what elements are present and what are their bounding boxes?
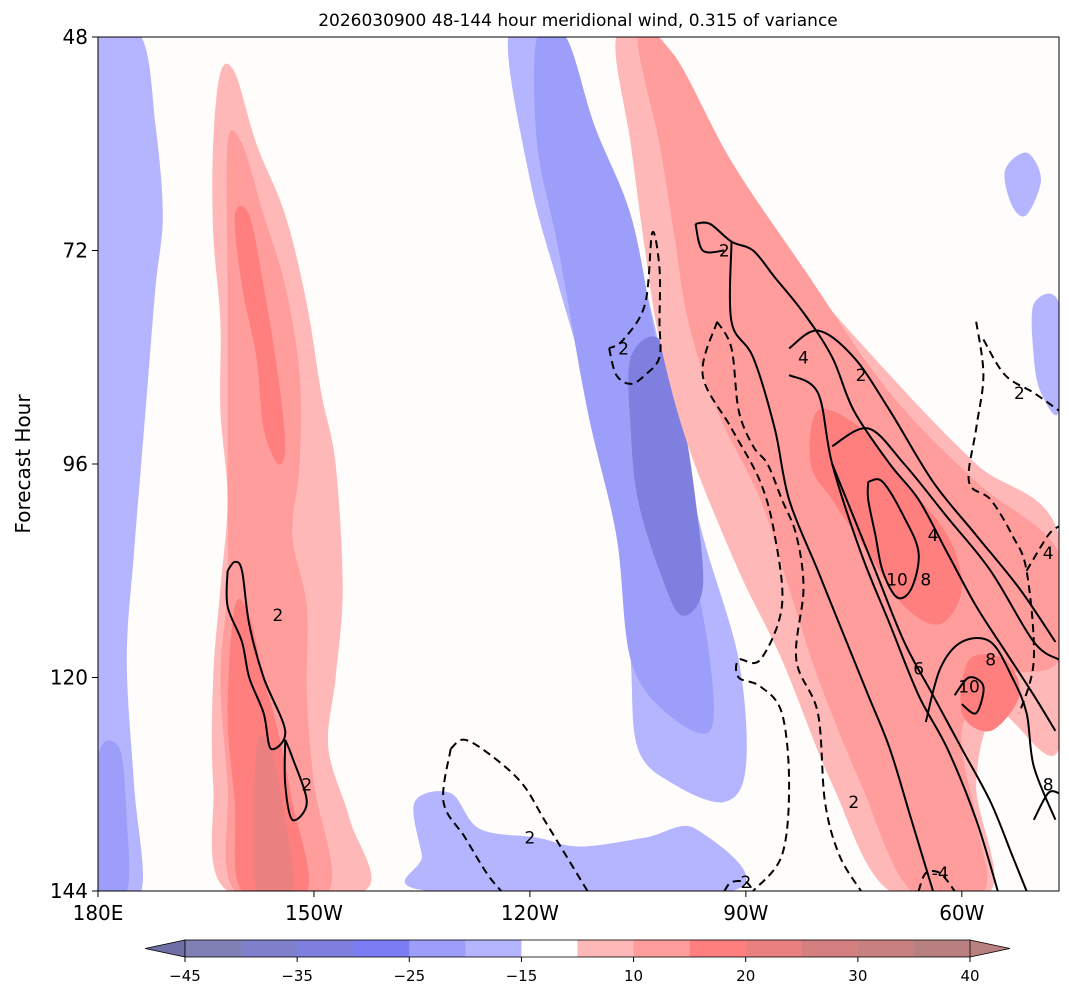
contour-label: 4	[798, 348, 809, 368]
contour-label: 2	[301, 775, 312, 795]
colorbar-swatch	[577, 940, 635, 957]
y-tick-label: 144	[50, 879, 88, 903]
filled-region	[234, 206, 286, 465]
colorbar-tick-label: 10	[624, 967, 643, 985]
filled-region	[628, 336, 704, 616]
filled-region	[1031, 293, 1059, 416]
x-tick-label: 150W	[285, 901, 343, 925]
contour-line	[728, 241, 934, 891]
colorbar-swatch	[857, 940, 915, 957]
filled-region	[98, 37, 163, 891]
contour-line	[450, 738, 589, 891]
contour-label: 2	[273, 606, 284, 626]
contour-label: 2	[1014, 384, 1025, 404]
colorbar-tick-label: 40	[960, 967, 979, 985]
contour-line	[1032, 790, 1059, 821]
contour-label: 4	[928, 526, 939, 546]
contour-line	[283, 739, 308, 822]
contour-line	[723, 879, 754, 891]
contour-line	[608, 230, 662, 385]
contour-label: 2	[740, 873, 751, 893]
contour-label: 10	[958, 677, 980, 697]
filled-region	[1004, 152, 1041, 217]
filled-region	[960, 654, 1020, 732]
contour-line	[1025, 525, 1059, 572]
colorbar-swatch	[745, 940, 803, 957]
colorbar-swatch	[297, 940, 354, 957]
filled-region	[404, 791, 747, 891]
contour-label: 2	[618, 339, 629, 359]
x-tick-label: 180E	[73, 901, 124, 925]
contour-label: 6	[913, 660, 924, 680]
colorbar-frame	[184, 939, 971, 958]
contour-label: 2	[848, 793, 859, 813]
colorbar-swatch	[465, 940, 522, 957]
colorbar: −45 −35 −25 −15 10 20 30 40	[144, 939, 1011, 985]
filled-region	[98, 740, 130, 891]
colorbar-swatch	[633, 940, 691, 957]
y-tick-label: 96	[63, 452, 88, 476]
colorbar-tick-label: 20	[736, 967, 755, 985]
colorbar-swatch	[409, 940, 466, 957]
colorbar-tick-label: 30	[848, 967, 867, 985]
contour-label: 4	[1043, 544, 1054, 564]
filled-region	[253, 735, 294, 891]
contour-line	[967, 321, 1035, 714]
y-tick-label: 48	[63, 25, 88, 49]
chart-title: 2026030900 48-144 hour meridional wind, …	[318, 11, 838, 31]
colorbar-swatch	[241, 940, 298, 957]
contour-line	[225, 560, 287, 751]
x-tick-label: 120W	[501, 901, 559, 925]
contour-line	[982, 338, 1059, 412]
y-tick-label: 120	[50, 666, 88, 690]
colorbar-extend-min	[144, 939, 186, 958]
colorbar-swatch	[689, 940, 747, 957]
y-tick-label: 72	[63, 239, 88, 263]
colorbar-tick-label: −15	[506, 967, 538, 985]
contour-line	[788, 374, 999, 891]
contour-line	[442, 748, 502, 891]
contour-line	[866, 478, 920, 600]
colorbar-tick-label: −25	[393, 967, 425, 985]
contour-line	[953, 676, 985, 715]
colorbar-swatch	[185, 940, 242, 957]
y-axis: 48 72 96 120 144	[50, 25, 98, 903]
x-axis: 180E 150W 120W 90W 60W	[73, 891, 985, 925]
contour-label: 8	[920, 571, 931, 591]
colorbar-swatch	[913, 940, 971, 957]
contour-line	[694, 223, 725, 254]
contour-line	[917, 869, 956, 891]
contour-label: 2	[524, 829, 535, 849]
contour-lines	[225, 221, 1059, 891]
contour-line	[716, 321, 862, 891]
colorbar-extend-max	[969, 939, 1011, 958]
contour-label: -4	[932, 864, 949, 884]
colorbar-swatch	[521, 940, 578, 957]
contour-label: 10	[886, 571, 908, 591]
y-axis-label: Forecast Hour	[11, 394, 35, 534]
colorbar-swatch	[353, 940, 410, 957]
contour-line	[924, 637, 1057, 821]
contour-label: 8	[1043, 775, 1054, 795]
contour-label: 2	[856, 366, 867, 386]
contour-line	[695, 221, 1057, 732]
contour-label: 8	[985, 651, 996, 671]
contour-line	[701, 321, 791, 891]
filled-region	[809, 409, 962, 625]
colorbar-tick-label: −35	[281, 967, 313, 985]
x-tick-label: 60W	[939, 901, 984, 925]
colorbar-swatch	[801, 940, 859, 957]
contour-label: 2	[719, 242, 730, 262]
colorbar-tick-label: −45	[169, 967, 201, 985]
contour-line	[788, 329, 1057, 643]
x-tick-label: 90W	[723, 901, 768, 925]
